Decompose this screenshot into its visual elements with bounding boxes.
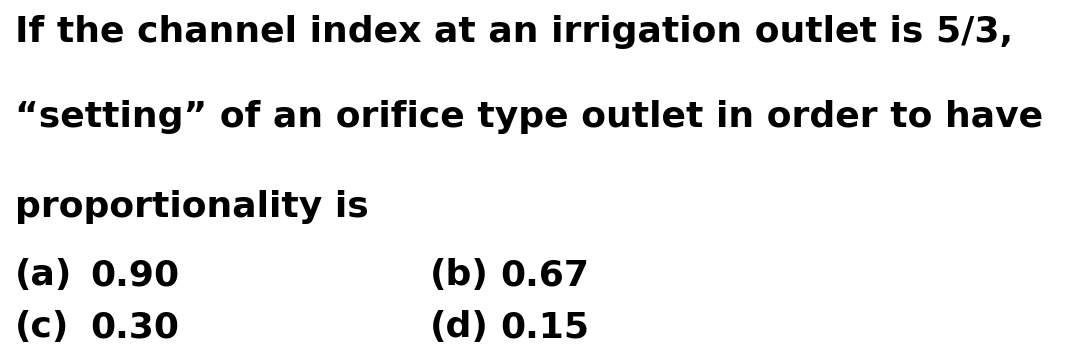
- Text: 0.67: 0.67: [500, 258, 589, 292]
- Text: 0.90: 0.90: [90, 258, 179, 292]
- Text: If the channel index at an irrigation outlet is 5/3,: If the channel index at an irrigation ou…: [15, 15, 1013, 49]
- Text: 0.15: 0.15: [500, 310, 589, 344]
- Text: 0.30: 0.30: [90, 310, 179, 344]
- Text: (d): (d): [430, 310, 489, 344]
- Text: “setting” of an orifice type outlet in order to have: “setting” of an orifice type outlet in o…: [15, 100, 1043, 134]
- Text: proportionality is: proportionality is: [15, 190, 368, 224]
- Text: (b): (b): [430, 258, 489, 292]
- Text: (c): (c): [15, 310, 69, 344]
- Text: (a): (a): [15, 258, 72, 292]
